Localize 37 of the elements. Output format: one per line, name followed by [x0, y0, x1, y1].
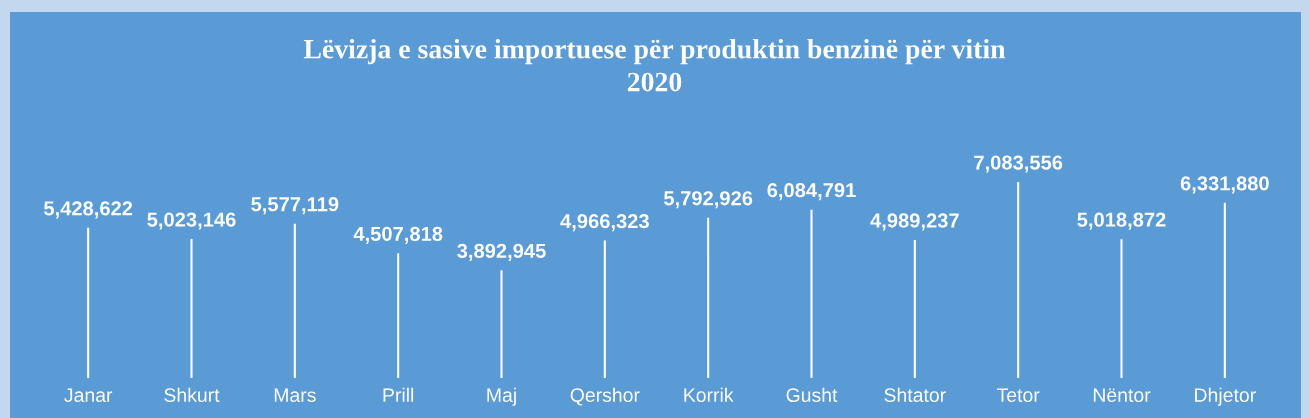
x-tick-label: Dhjetor	[1195, 387, 1256, 406]
bar	[190, 239, 193, 378]
data-label: 5,023,146	[147, 212, 236, 230]
bar	[913, 239, 916, 378]
bar	[1223, 202, 1226, 378]
x-tick-label: Qershor	[570, 387, 640, 406]
x-tick-label: Shtator	[884, 387, 946, 402]
data-label: 4,507,818	[353, 226, 443, 244]
data-label: 6,331,880	[1180, 176, 1269, 194]
bar	[1017, 182, 1020, 378]
bar	[1120, 239, 1123, 378]
data-label: 5,018,872	[1077, 212, 1166, 230]
x-tick-label: Maj	[487, 387, 516, 406]
data-label: 3,892,945	[457, 243, 546, 261]
data-label: 5,428,622	[43, 201, 133, 219]
x-tick-label: Gusht	[786, 387, 838, 402]
bar	[397, 253, 400, 378]
data-label: 4,989,237	[870, 213, 959, 231]
data-label: 5,577,119	[251, 197, 339, 215]
data-label: 5,792,926	[663, 191, 753, 209]
bar	[810, 209, 813, 378]
bar	[707, 217, 710, 378]
bar	[293, 223, 296, 378]
bar	[603, 240, 606, 378]
x-tick-label: Prill	[383, 387, 414, 402]
bar	[87, 227, 90, 378]
bar	[500, 270, 503, 378]
x-tick-label: Janar	[64, 388, 113, 402]
chart-title: Lëvizja e sasive importuese për produktin benzinë për vitin 2020	[303, 38, 1006, 92]
x-tick-label: Tetor	[997, 388, 1040, 402]
x-tick-label: Korrik	[684, 387, 734, 402]
x-tick-label: Mars	[274, 388, 316, 402]
data-label: 4,966,323	[560, 214, 649, 232]
data-label: 7,083,556	[974, 155, 1063, 173]
x-tick-label: Shkurt	[164, 387, 220, 402]
x-tick-label: Nëntor	[1093, 388, 1151, 402]
data-label: 6,084,791	[767, 183, 856, 201]
